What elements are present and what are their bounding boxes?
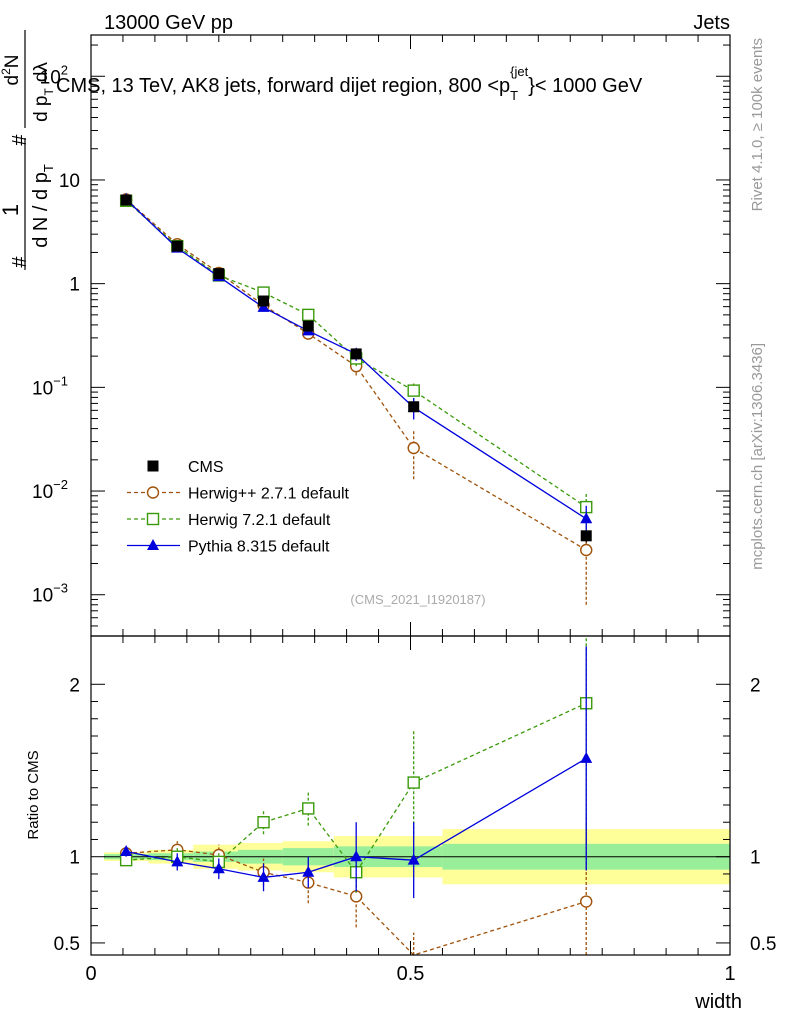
title-tail: }< 1000 GeV [528, 75, 643, 97]
data-point [580, 543, 593, 557]
ratio-y-tick-label-right: 1 [750, 848, 761, 869]
ratio-y-tick-label-right: 0.5 [750, 934, 776, 955]
ratio-point [407, 776, 420, 789]
data-point [407, 384, 420, 397]
legend: CMS Herwig++ 2.7.1 default Herwig 7.2.1 de… [127, 459, 350, 556]
legend-item-herwig-2-7-1-default: Herwig++ 2.7.1 default [127, 486, 350, 503]
ratio-series-line [126, 849, 587, 956]
title-superscript: {jet [510, 64, 528, 79]
y-tick-label: 10−1 [32, 373, 68, 399]
ratio-y-tick-label-left: 0.5 [54, 934, 80, 955]
ylabel-denominator-2-sub: T [42, 88, 56, 96]
ratio-point [302, 865, 315, 877]
ratio-y-axis-label: Ratio to CMS [25, 750, 42, 839]
ratio-frame [90, 635, 731, 956]
data-point [408, 401, 420, 413]
ylabel-numerator-n: N [2, 55, 23, 69]
y-tick-label: 10−3 [32, 581, 68, 607]
legend-marker [146, 512, 160, 526]
data-point [302, 308, 315, 322]
ylabel-hash: # [9, 256, 31, 268]
ratio-point [257, 816, 270, 829]
series-line [125, 198, 587, 520]
x-tick-label: 0 [85, 963, 96, 985]
ratio-point [350, 850, 363, 862]
data-point [407, 441, 420, 455]
x-tick-label: 0.5 [397, 963, 425, 985]
ratio-series-pythia-8-315-default [120, 646, 593, 899]
legend-marker [147, 539, 159, 550]
main-frame [90, 34, 731, 637]
legend-label: Herwig++ 2.7.1 default [188, 486, 350, 503]
legend-marker [147, 460, 159, 472]
ylabel-denominator-2-lambda: dλ [31, 62, 52, 83]
y-tick-exponent: −2 [53, 477, 68, 492]
data-point [258, 295, 270, 307]
series-cms [120, 194, 592, 543]
data-point [302, 320, 314, 332]
ylabel-numerator-d2: d2N [0, 55, 23, 86]
ratio-point [580, 895, 593, 908]
legend-label: Herwig 7.2.1 default [188, 512, 331, 529]
ratio-series-layer [119, 636, 593, 956]
y-tick-label: 10−2 [32, 477, 68, 503]
mcplots-label: mcplots.cern.ch [arXiv:1306.3436] [749, 343, 766, 570]
rivet-version-label: Rivet 4.1.0, ≥ 100k events [749, 38, 766, 211]
data-point [171, 240, 183, 252]
data-point [580, 512, 593, 524]
ylabel-denominator-sub: T [41, 164, 56, 172]
legend-item-pythia-8-315-default: Pythia 8.315 default [127, 539, 330, 556]
ratio-point [257, 870, 270, 882]
ratio-point [171, 855, 184, 867]
legend-marker [146, 486, 160, 499]
ylabel-numerator-one: 1 [0, 204, 23, 216]
ylabel-numerator-exp: 2 [0, 68, 13, 75]
legend-item-cms: CMS [147, 459, 224, 476]
y-tick-label: 1 [69, 275, 80, 296]
ylabel-denominator: d N / d pT [30, 164, 56, 248]
header-beam-label: 13000 GeV pp [104, 12, 233, 34]
y-tick-exponent: −1 [53, 373, 68, 388]
legend-item-herwig-7-2-1-default: Herwig 7.2.1 default [127, 512, 331, 529]
legend-label: Pythia 8.315 default [188, 539, 330, 556]
chart-title: CMS, 13 TeV, AK8 jets, forward dijet reg… [56, 64, 643, 103]
legend-label: CMS [188, 459, 224, 476]
ratio-series-line [126, 757, 587, 879]
ratio-point [580, 751, 593, 763]
title-main: CMS, 13 TeV, AK8 jets, forward dijet reg… [56, 75, 510, 97]
title-subscript: T [510, 88, 518, 103]
ratio-y-tick-label-right: 2 [750, 675, 761, 696]
y-tick-exponent: −3 [53, 581, 68, 596]
ratio-axis-ticks: 0.5 0.51 12 20 0.5 1 [54, 636, 776, 985]
data-point [213, 268, 225, 280]
data-point [580, 530, 592, 542]
ratio-point [120, 845, 133, 857]
ratio-y-tick-label-left: 2 [69, 675, 80, 696]
series-line [125, 200, 587, 508]
y-tick-label: 10 [59, 171, 80, 192]
ratio-point [302, 802, 315, 815]
analysis-watermark: (CMS_2021_I1920187) [350, 592, 485, 607]
data-point [120, 194, 132, 206]
ratio-series-line [126, 702, 587, 874]
header-category-label: Jets [693, 12, 730, 34]
main-series-layer [119, 192, 593, 605]
ratio-uncertainty-bands [104, 829, 730, 885]
x-tick-label: 1 [724, 963, 735, 985]
x-axis-label: width [694, 991, 742, 1013]
chart-title-text: CMS, 13 TeV, AK8 jets, forward dijet reg… [56, 64, 643, 103]
data-point [350, 348, 362, 360]
ratio-y-tick-label-left: 1 [69, 848, 80, 869]
y-tick-exponent: 2 [61, 62, 68, 77]
ratio-point [407, 853, 420, 865]
ylabel-hash-2: # [9, 134, 31, 146]
ratio-point [212, 862, 225, 874]
series-line [125, 198, 587, 551]
